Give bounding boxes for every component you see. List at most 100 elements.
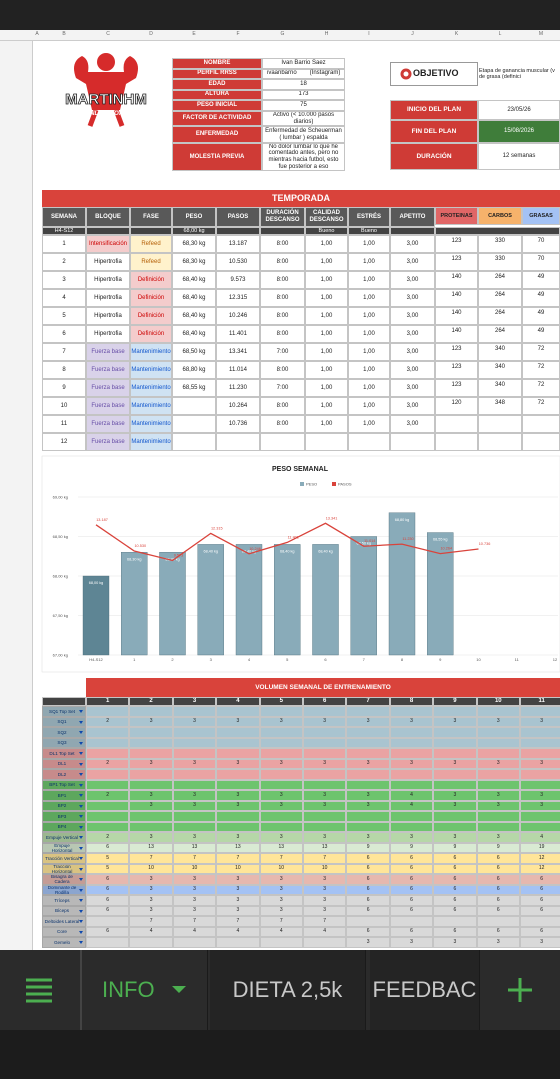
profile-value: 173 [262,89,345,100]
bar-label: 68,80 kg [395,518,410,522]
y-tick-label: 68,50 kg [53,534,68,539]
x-tick-label: 6 [324,657,327,662]
volume-cell [520,748,560,759]
plan-label: INICIO DEL PLAN [390,100,478,120]
volume-cell [520,769,560,780]
y-tick-label: 67,00 kg [53,653,68,658]
profile-label: PESO INICIAL [172,100,262,111]
profile-label: PERFIL RRSS [172,68,262,79]
line-label: 11.014 [364,539,375,543]
volume-cell: 6 [389,895,434,906]
column-letter: F [236,31,240,38]
season-cell: 13.187 [216,235,260,253]
season-cell: 1,00 [348,397,390,415]
column-letter: B [62,31,66,38]
objective-icon [400,68,412,80]
volume-cell: 6 [86,874,130,885]
season-cell: Mantenimiento [130,361,172,379]
season-cell: Fuerza base [86,361,130,379]
volume-cell: 3 [216,800,260,811]
season-cell: 8:00 [260,307,305,325]
volume-cell: 6 [433,853,477,864]
week-header: 8 [389,697,434,706]
volume-cell: 6 [389,863,434,874]
season-start-cell [216,227,260,235]
volume-cell: 6 [389,884,434,895]
volume-cell [259,748,303,759]
chart-frame [41,455,560,673]
volume-cell [476,737,520,748]
season-cell: 8:00 [260,361,305,379]
volume-cell: 6 [389,853,434,864]
menu-button[interactable] [22,975,56,1005]
season-cell: 3,00 [390,379,435,397]
volume-cell: 3 [389,758,434,769]
y-tick-label: 68,00 kg [53,574,68,579]
logo-subtitle: ONLINE COACHING [86,111,143,117]
legend-swatch [300,482,304,486]
volume-cell: 3 [303,905,347,916]
volume-cell [389,916,434,927]
season-cell: Hipertrofia [86,307,130,325]
sheet-tab[interactable]: DIETA 2,5k [210,950,366,1030]
season-header: BLOQUE [86,207,130,227]
x-tick-label: 4 [248,657,251,662]
macro-cell: 140 [435,289,478,307]
bar [388,512,416,656]
season-cell [172,415,216,433]
exercise-label: Core [42,926,86,937]
volume-cell [86,811,130,822]
season-cell: 3,00 [390,271,435,289]
line-label: 13.187 [96,518,108,522]
x-tick-label: 11 [515,657,520,662]
season-cell [260,433,305,451]
exercise-label: SQ2 [42,727,86,738]
volume-cell [216,779,260,790]
macro-cell: 330 [478,235,522,253]
volume-cell [303,748,347,759]
week-header: 2 [129,697,173,706]
volume-cell: 19 [520,842,560,853]
bar [159,552,186,656]
season-header: PESO [172,207,216,227]
volume-cell: 3 [389,716,434,727]
macro-cell: 340 [478,343,522,361]
volume-cell [389,727,434,738]
exercise-label: SQ1 Top Set [42,706,86,717]
volume-cell: 10 [172,863,217,874]
volume-cell [389,748,434,759]
volume-cell [389,737,434,748]
sheet-tab[interactable]: INFO [82,950,208,1030]
season-cell: 3,00 [390,343,435,361]
season-cell: Refeed [130,253,172,271]
volume-cell [346,737,390,748]
x-tick-label: 3 [210,657,213,662]
volume-cell [303,937,347,948]
volume-cell: 3 [172,895,217,906]
volume-cell: 6 [433,905,477,916]
sheet-tab[interactable]: FEEDBAC [370,950,480,1030]
season-cell: 1,00 [305,361,348,379]
volume-cell: 3 [520,758,560,769]
season-cell: 2 [42,253,86,271]
season-cell: Refeed [130,235,172,253]
volume-cell [433,779,477,790]
line-label: 11.230 [402,537,413,541]
volume-cell [172,727,217,738]
volume-cell: 9 [433,842,477,853]
tab-dropdown[interactable] [172,986,186,994]
volume-cell [520,916,560,927]
season-cell: 11.401 [216,325,260,343]
profile-value: Ivan Barrio Saez [262,58,345,69]
season-cell: 1,00 [305,397,348,415]
add-sheet-button[interactable] [505,975,535,1005]
volume-cell: 9 [389,842,434,853]
macro-header: PROTEINAS [435,207,478,225]
exercise-label: DL1 [42,758,86,769]
volume-cell [129,706,173,717]
season-cell: 8:00 [260,289,305,307]
bar-label: 68,40 kg [242,549,257,553]
season-cell: 3,00 [390,415,435,433]
macro-cell [435,415,478,433]
season-cell: Definición [130,271,172,289]
